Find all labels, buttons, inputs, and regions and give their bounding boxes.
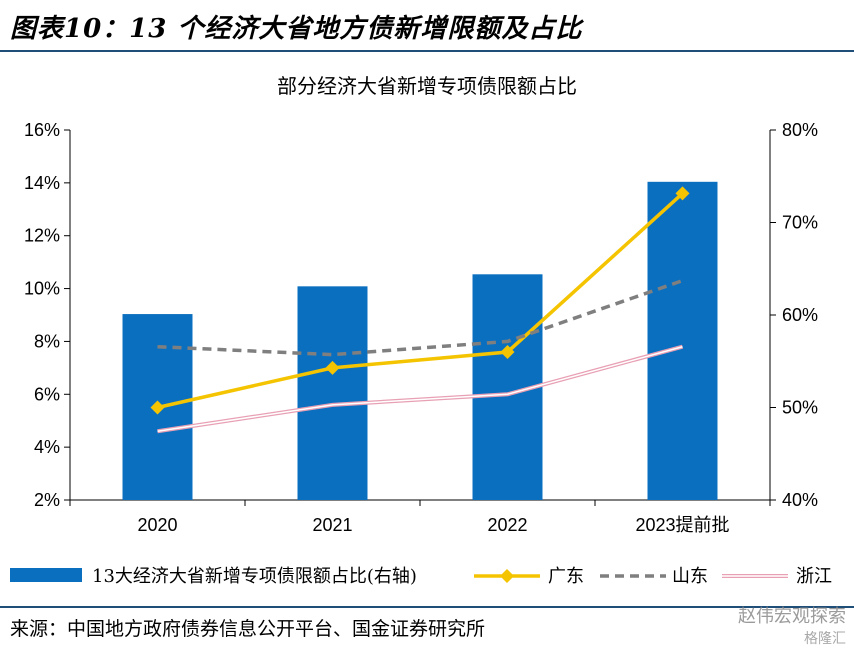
y-left-tick-label: 2% — [34, 490, 60, 510]
x-category-label: 2022 — [487, 515, 527, 535]
title-rule — [0, 50, 854, 52]
y-left-tick-label: 12% — [24, 226, 60, 246]
y-right-tick-label: 80% — [782, 120, 818, 140]
series-point-广东 — [150, 400, 165, 415]
legend-label-shandong: 山东 — [672, 566, 708, 587]
bar — [647, 181, 718, 501]
source-rule — [0, 606, 854, 608]
source-note: 来源：中国地方政府债券信息公开平台、国金证券研究所 — [10, 618, 486, 640]
legend-marker-guangdong — [500, 569, 514, 583]
y-left-tick-label: 14% — [24, 173, 60, 193]
legend-label-bar: 13大经济大省新增专项债限额占比(右轴) — [92, 566, 417, 587]
series-line-山东 — [157, 278, 684, 357]
chart-area: 部分经济大省新增专项债限额占比 2% 4% 6% 8% 10% 12% 14% 16% 40% 50… — [10, 74, 832, 587]
y-left-tick-label: 8% — [34, 331, 60, 351]
watermark: 赵伟宏观探索 — [738, 606, 846, 627]
watermark-sub: 格隆汇 — [804, 631, 846, 647]
series-point-广东 — [675, 186, 690, 201]
legend-label-guangdong: 广东 — [548, 566, 584, 587]
x-category-label: 2020 — [137, 515, 177, 535]
y-left-tick-label: 4% — [34, 437, 60, 457]
figure-title: 图表10：13 个经济大省地方债新增限额及占比 — [10, 14, 583, 44]
bar — [297, 286, 368, 500]
legend-label-zhejiang: 浙江 — [796, 566, 832, 587]
series-point-广东 — [500, 345, 515, 359]
series-line-inner-浙江 — [157, 345, 683, 433]
series-point-广东 — [325, 360, 340, 375]
chart-title: 部分经济大省新增专项债限额占比 — [277, 74, 577, 98]
y-left-tick-label: 10% — [24, 279, 60, 299]
x-category-label: 2023提前批 — [635, 515, 729, 535]
y-right-tick-label: 60% — [782, 305, 818, 325]
series-line-广东 — [157, 192, 684, 410]
legend-swatch-bar — [10, 568, 82, 582]
y-right-tick-label: 40% — [782, 490, 818, 510]
y-right-tick-label: 70% — [782, 213, 818, 233]
x-category-label: 2021 — [312, 515, 352, 535]
y-left-tick-label: 16% — [24, 120, 60, 140]
y-right-tick-label: 50% — [782, 398, 818, 418]
y-left-tick-label: 6% — [34, 384, 60, 404]
